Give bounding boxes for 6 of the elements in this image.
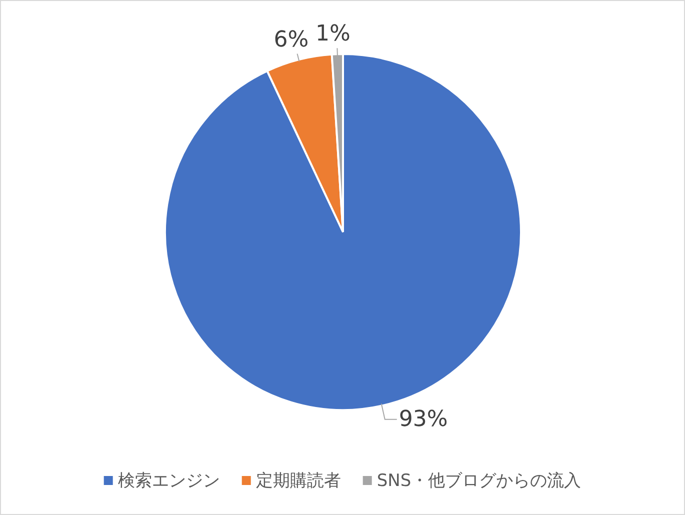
legend-label: 検索エンジン: [118, 471, 220, 491]
legend-label: 定期購読者: [256, 471, 341, 491]
data-label: 93%: [398, 406, 448, 432]
legend-label: SNS・他ブログからの流入: [376, 471, 582, 491]
data-label: 6%: [274, 28, 309, 53]
data-label: 1%: [316, 22, 350, 47]
